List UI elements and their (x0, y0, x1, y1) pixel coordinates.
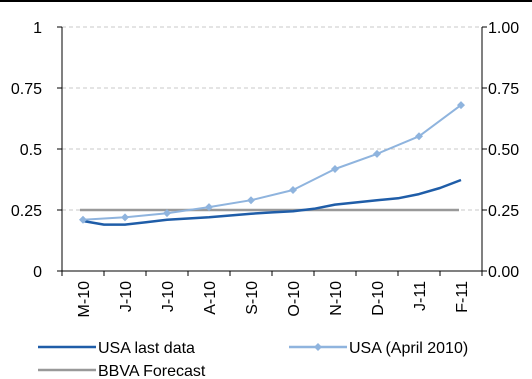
series-point (79, 215, 87, 224)
x-tick-label: J-11 (412, 281, 429, 311)
x-tick-label: J-10 (160, 281, 177, 312)
series-line-2 (82, 104, 462, 221)
x-tick-label: D-10 (370, 281, 387, 316)
right-tick-label: 0.25 (488, 203, 519, 220)
left-tick-label: 0 (33, 264, 42, 281)
right-tick-label: 0.75 (488, 81, 519, 98)
series-point (163, 209, 171, 218)
left-axis-ticks: 0 0.25 0.5 0.75 1 (11, 20, 62, 281)
left-tick-label: 0.25 (11, 203, 42, 220)
legend-marker (314, 343, 322, 351)
series-point (373, 149, 381, 158)
series-point (247, 196, 255, 205)
x-axis-ticks: M-10 J-10 J-10 A-10 S-10 O-10 N-10 D-10 J-11 F-11 (61, 271, 483, 318)
series-line-1 (82, 178, 462, 226)
legend: USA last data USA (April 2010) BBVA Foreca… (38, 340, 468, 379)
series-point (415, 132, 423, 141)
x-tick-label: J-10 (118, 281, 135, 312)
right-axis-ticks: 0.00 0.25 0.50 0.75 1.00 (482, 20, 519, 281)
series-point (331, 165, 339, 174)
legend-label: USA last data (98, 340, 195, 357)
series-point (289, 185, 297, 194)
x-tick-label: S-10 (244, 281, 261, 315)
series-point (205, 203, 213, 212)
x-tick-label: A-10 (202, 281, 219, 315)
x-tick-label: M-10 (76, 281, 93, 318)
right-tick-label: 0.50 (488, 142, 519, 159)
x-tick-label: N-10 (328, 281, 345, 316)
x-tick-label: O-10 (286, 281, 303, 317)
legend-label: USA (April 2010) (349, 340, 468, 357)
right-tick-label: 1.00 (488, 20, 519, 37)
series-point (121, 213, 129, 222)
right-tick-label: 0.00 (488, 264, 519, 281)
left-tick-label: 1 (33, 20, 42, 37)
legend-label: BBVA Forecast (98, 363, 206, 379)
x-tick-label: F-11 (454, 281, 471, 313)
left-tick-label: 0.5 (20, 142, 42, 159)
series-point (457, 101, 465, 110)
series-layer (79, 101, 465, 226)
left-tick-label: 0.75 (11, 81, 42, 98)
